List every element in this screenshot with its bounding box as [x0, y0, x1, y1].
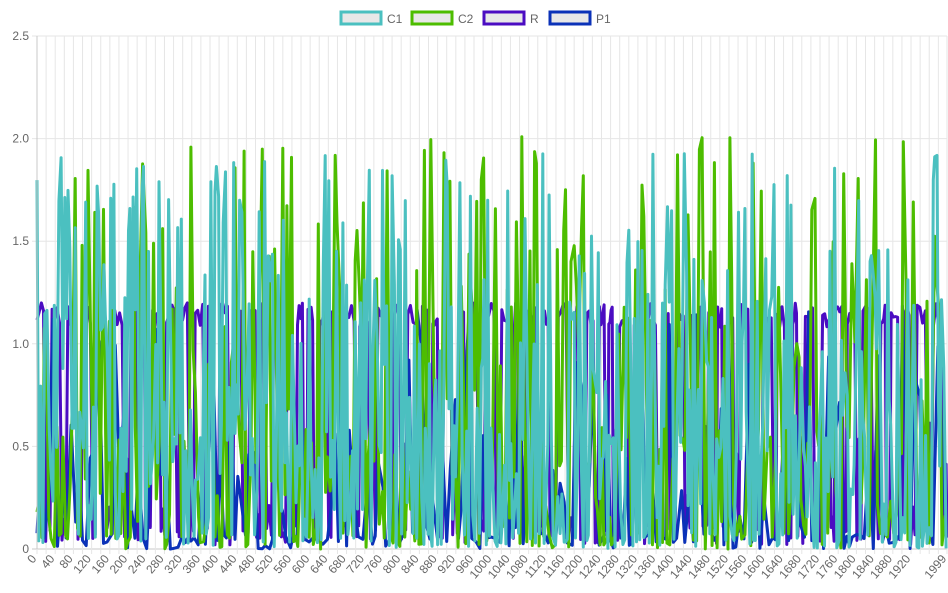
legend-swatch — [548, 10, 592, 26]
y-tick-label: 2.0 — [12, 132, 29, 146]
x-tick-label: 40 — [38, 552, 58, 571]
y-tick-label: 1.5 — [12, 234, 29, 248]
legend-item-r[interactable]: R — [482, 10, 539, 26]
legend-item-p1[interactable]: P1 — [548, 10, 611, 26]
legend-item-c2[interactable]: C2 — [410, 10, 474, 26]
legend-label: C1 — [387, 12, 403, 26]
chart-legend[interactable]: C1 C2 R P1 — [339, 10, 611, 26]
legend-label: R — [530, 12, 539, 26]
legend-swatch — [410, 10, 454, 26]
legend-label: C2 — [458, 12, 474, 26]
y-tick-label: 2.5 — [12, 29, 29, 43]
legend-swatch — [339, 10, 383, 26]
y-tick-label: 1.0 — [12, 337, 29, 351]
legend-swatch — [482, 10, 526, 26]
legend-item-c1[interactable]: C1 — [339, 10, 403, 26]
y-tick-label: 0 — [22, 542, 29, 556]
legend-label: P1 — [596, 12, 611, 26]
chart-series — [35, 135, 948, 551]
series-line-c1 — [35, 152, 948, 550]
x-tick-label: 1999 — [921, 552, 948, 582]
x-tick-label: 1920 — [885, 552, 913, 582]
y-tick-label: 0.5 — [12, 439, 29, 453]
